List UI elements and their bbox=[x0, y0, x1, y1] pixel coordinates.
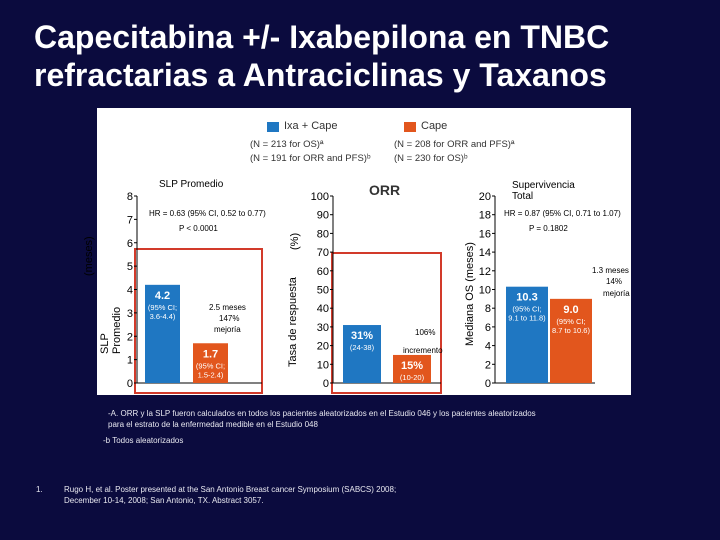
pfs-tick-label: 4 bbox=[127, 285, 133, 297]
pfs-bar-cape bbox=[193, 343, 228, 383]
pfs-bar-ci-cape: (95% CI; bbox=[196, 361, 225, 370]
os-tick-label: 8 bbox=[485, 303, 491, 315]
orr-tick-label: 50 bbox=[317, 285, 329, 297]
legend-n-cape-os: (N = 230 for OS)ᵇ bbox=[394, 153, 468, 164]
pfs-tick-label: 5 bbox=[127, 261, 133, 273]
reference-text: Rugo H, et al. Poster presented at the S… bbox=[64, 484, 664, 506]
orr-word-text: incremento bbox=[403, 346, 443, 355]
os-p-text: P = 0.1802 bbox=[529, 224, 568, 233]
os-title-line-1: Supervivencia bbox=[512, 180, 575, 191]
pfs-tick-label: 6 bbox=[127, 238, 133, 250]
pfs-p-text: P < 0.0001 bbox=[179, 224, 218, 233]
orr-bar-ixa bbox=[343, 325, 381, 383]
orr-bar-ci-ixa: (24-38) bbox=[350, 343, 375, 352]
orr-tick-label: 70 bbox=[317, 247, 329, 259]
legend-n-ixa-orr: (N = 191 for ORR and PFS)ᵇ bbox=[250, 153, 371, 164]
chart-figure: Ixa + Cape (N = 213 for OS)ª (N = 191 fo… bbox=[83, 108, 631, 395]
os-bar-ixa bbox=[506, 286, 548, 383]
os-hr-text: HR = 0.87 (95% CI, 0.71 to 1.07) bbox=[504, 209, 621, 218]
os-tick-label: 16 bbox=[479, 228, 491, 240]
os-bar-ci-cape-2: 8.7 to 10.6) bbox=[552, 326, 590, 335]
orr-tick-label: 10 bbox=[317, 359, 329, 371]
os-diff-text: 1.3 meses bbox=[592, 266, 629, 275]
pfs-tick-label: 3 bbox=[127, 308, 133, 320]
footnote-a-bullet: -A. bbox=[108, 409, 119, 418]
pfs-bar-ci-ixa-2: 3.6-4.4) bbox=[150, 312, 176, 321]
pfs-panel-title: SLP Promedio bbox=[159, 179, 224, 190]
reference-line-1: Rugo H, et al. Poster presented at the S… bbox=[64, 485, 397, 494]
os-bar-cape bbox=[550, 298, 592, 383]
orr-tick-label: 60 bbox=[317, 266, 329, 278]
reference-number: 1. bbox=[36, 485, 43, 494]
footnote-b: -b Todos aleatorizados bbox=[103, 436, 184, 445]
os-bar-ci-ixa: (95% CI; bbox=[512, 305, 541, 314]
orr-pct-text: 106% bbox=[415, 328, 435, 337]
os-title-line-2: Total bbox=[512, 191, 534, 202]
orr-tick-label: 0 bbox=[323, 378, 329, 390]
pfs-diff-text: 2.5 meses bbox=[209, 303, 246, 312]
os-tick-label: 10 bbox=[479, 285, 491, 297]
title-line-1: Capecitabina +/- Ixabepilona en TNBC bbox=[34, 19, 610, 55]
orr-panel-title: ORR bbox=[369, 182, 401, 198]
pfs-bar-value-ixa: 4.2 bbox=[155, 290, 170, 302]
orr-tick-label: 40 bbox=[317, 303, 329, 315]
orr-tick-label: 80 bbox=[317, 228, 329, 240]
orr-bar-cape bbox=[393, 354, 431, 383]
os-tick-label: 0 bbox=[485, 378, 491, 390]
os-bar-ci-ixa-2: 9.1 to 11.8) bbox=[508, 314, 546, 323]
orr-bar-value-cape: 15% bbox=[401, 360, 423, 372]
footnote-a: -A. ORR y la SLP fueron calculados en to… bbox=[108, 408, 648, 430]
legend-swatch-cape bbox=[404, 122, 416, 132]
os-tick-label: 18 bbox=[479, 210, 491, 222]
pfs-ylabel-unit: (meses) bbox=[83, 236, 95, 276]
footnote-a-text-2: para el estrato de la enfermedad medible… bbox=[108, 420, 318, 429]
os-tick-label: 4 bbox=[485, 341, 491, 353]
orr-tick-label: 100 bbox=[311, 191, 329, 203]
pfs-highlight-frame bbox=[134, 248, 263, 394]
pfs-word-text: mejoría bbox=[214, 325, 241, 334]
pfs-pct-text: 147% bbox=[219, 314, 239, 323]
pfs-bar-value-cape: 1.7 bbox=[203, 348, 218, 360]
os-bar-ci-cape: (95% CI; bbox=[556, 317, 585, 326]
legend-n-ixa-os: (N = 213 for OS)ª bbox=[250, 139, 324, 150]
pfs-tick-label: 7 bbox=[127, 214, 133, 226]
legend-n-cape-orr: (N = 208 for ORR and PFS)ª bbox=[394, 139, 515, 150]
orr-bar-ci-cape: (10-20) bbox=[400, 373, 425, 382]
reference-line-2: December 10-14, 2008; San Antonio, TX. A… bbox=[64, 496, 264, 505]
os-pct-text: 14% bbox=[606, 277, 622, 286]
os-tick-label: 6 bbox=[485, 322, 491, 334]
pfs-tick-label: 0 bbox=[127, 378, 133, 390]
pfs-hr-text: HR = 0.63 (95% CI, 0.52 to 0.77) bbox=[149, 209, 266, 218]
os-tick-label: 2 bbox=[485, 359, 491, 371]
footnote-a-text-1: ORR y la SLP fueron calculados en todos … bbox=[120, 409, 536, 418]
orr-tick-label: 30 bbox=[317, 322, 329, 334]
legend-swatch-ixa bbox=[267, 122, 279, 132]
os-panel-title: Supervivencia Total bbox=[512, 180, 575, 202]
pfs-bar-ixa bbox=[145, 284, 180, 383]
os-tick-label: 12 bbox=[479, 266, 491, 278]
pfs-bar-ci-cape-2: 1.5-2.4) bbox=[198, 370, 224, 379]
legend-label-cape: Cape bbox=[421, 120, 448, 132]
title-line-2: refractarias a Antraciclinas y Taxanos bbox=[34, 57, 607, 93]
os-word-text: mejoría bbox=[603, 289, 630, 298]
legend-label-ixa: Ixa + Cape bbox=[284, 120, 338, 132]
os-bar-value-ixa: 10.3 bbox=[516, 292, 537, 304]
os-bar-value-cape: 9.0 bbox=[563, 304, 578, 316]
orr-tick-label: 20 bbox=[317, 341, 329, 353]
pfs-bar-ci-ixa: (95% CI; bbox=[148, 303, 177, 312]
orr-highlight-frame bbox=[331, 252, 442, 394]
os-tick-label: 20 bbox=[479, 191, 491, 203]
pfs-tick-label: 1 bbox=[127, 355, 133, 367]
slide-title: Capecitabina +/- Ixabepilona en TNBC ref… bbox=[34, 18, 694, 94]
orr-tick-label: 90 bbox=[317, 210, 329, 222]
orr-bar-value-ixa: 31% bbox=[351, 330, 373, 342]
pfs-tick-label: 2 bbox=[127, 331, 133, 343]
pfs-tick-label: 8 bbox=[127, 191, 133, 203]
os-tick-label: 14 bbox=[479, 247, 491, 259]
